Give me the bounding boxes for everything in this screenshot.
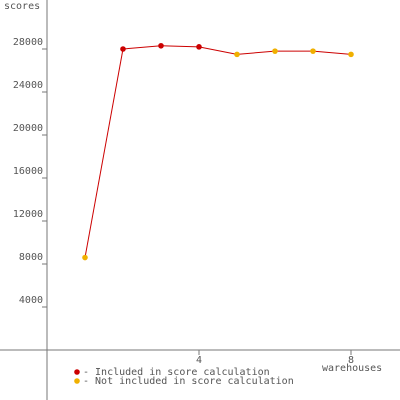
- y-tick-label: 28000: [13, 37, 43, 48]
- x-tick-label: 8: [348, 355, 354, 366]
- y-tick-label: 16000: [13, 166, 43, 177]
- point: [310, 48, 316, 54]
- point: [234, 51, 240, 58]
- line-segment: [236, 50, 276, 55]
- point: [120, 46, 126, 52]
- legend-label: - Included in score calculation: [83, 367, 270, 378]
- point: [348, 51, 354, 58]
- x-tick-label: 4: [196, 355, 202, 366]
- line-segment: [84, 48, 124, 258]
- y-tick-label: 24000: [13, 80, 43, 91]
- y-tick-label: 4000: [19, 295, 43, 306]
- point: [158, 42, 164, 49]
- line-segment: [312, 50, 352, 55]
- y-tick-label: 8000: [19, 252, 43, 263]
- y-axis-label: scores: [4, 1, 40, 12]
- point: [82, 254, 88, 261]
- line-segment: [160, 45, 200, 48]
- legend-marker: [74, 378, 80, 384]
- point: [196, 44, 202, 50]
- legend-marker: [74, 369, 80, 375]
- line-segment: [198, 46, 238, 55]
- point: [272, 48, 278, 54]
- legend-label: - Not included in score calculation: [83, 376, 294, 387]
- y-tick-label: 12000: [13, 209, 43, 220]
- y-tick-label: 20000: [13, 123, 43, 134]
- x-axis-label: warehouses: [322, 363, 382, 374]
- line-segment: [122, 45, 162, 50]
